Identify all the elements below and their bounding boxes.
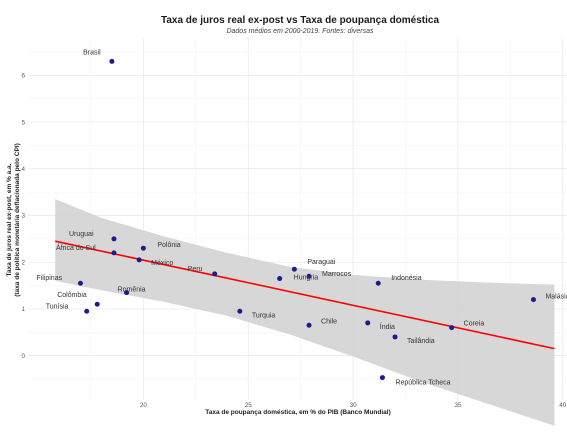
chart-title: Taxa de juros real ex-post vs Taxa de po… [161,15,440,26]
chart-subtitle: Dados médios em 2000-2019. Fontes: diver… [226,28,374,35]
point-republica-tcheca [379,375,385,381]
point-africa-do-sul [111,250,117,256]
label-africa-do-sul: África do Sul [56,243,96,252]
label-hungria: Hungria [294,275,319,282]
label-republica-tcheca: República Tcheca [395,380,450,387]
x-tick-30: 30 [350,402,358,409]
point-polonia [140,245,146,251]
point-tunisia [84,308,90,314]
label-uruguai: Uruguai [69,231,94,238]
x-tick-35: 35 [454,402,462,409]
label-paraguai: Paraguai [307,259,335,266]
x-tick-40: 40 [559,402,567,409]
y-tick-2: 2 [21,259,25,266]
x-axis-title: Taxa de poupança doméstica, em % do PIB … [205,409,391,416]
label-malasia: Malásia [545,294,567,301]
data-points [77,58,536,381]
label-polonia: Polônia [157,242,180,249]
label-marrocos: Marrocos [322,271,352,278]
point-chile [306,322,312,328]
x-tick-labels: 20 25 30 35 40 [140,402,567,409]
point-uruguai [111,236,117,242]
grid [28,38,567,400]
label-peru: Peru [188,266,203,273]
label-chile: Chile [321,318,337,325]
label-tunisia: Tunísia [46,303,69,310]
y-tick-3: 3 [21,213,25,220]
point-indonesia [375,280,381,286]
label-romenia: Romênia [118,287,146,294]
point-filipinas [77,280,83,286]
point-paraguai [291,266,297,272]
point-coreia [449,325,455,331]
label-india: Índia [380,322,395,331]
point-peru [212,271,218,277]
y-tick-5: 5 [21,119,25,126]
label-filipinas: Filipinas [36,275,62,282]
x-tick-20: 20 [140,402,148,409]
label-mexico: México [151,260,173,267]
confidence-band-area [55,199,555,426]
point-colombia [94,301,100,307]
y-axis-title-line1: Taxa de juros real ex-post, em % a.a. [6,163,13,276]
y-tick-labels: 0 1 2 3 4 5 6 [21,73,25,360]
y-axis-title-line2: (taxa de política monetária deflacionada… [14,143,21,297]
point-hungria [277,276,283,282]
label-colombia: Colômbia [57,292,87,299]
point-romenia [124,290,130,296]
y-tick-0: 0 [21,353,25,360]
label-tailandia: Tailândia [407,338,435,345]
label-brasil: Brasil [83,49,101,56]
point-tailandia [392,334,398,340]
label-turquia: Turquia [252,312,276,319]
point-mexico [136,257,142,263]
y-tick-6: 6 [21,73,25,80]
y-tick-1: 1 [21,306,25,313]
point-labels: Brasil Uruguai África do Sul Polônia México P… [36,49,567,386]
point-marrocos [306,273,312,279]
point-malasia [530,297,536,303]
point-turquia [237,308,243,314]
label-indonesia: Indonésia [391,275,421,282]
confidence-band [55,199,555,426]
point-india [365,320,371,326]
point-brasil [109,58,115,64]
label-coreia: Coreia [464,321,485,328]
y-tick-4: 4 [21,166,25,173]
x-tick-25: 25 [245,402,253,409]
